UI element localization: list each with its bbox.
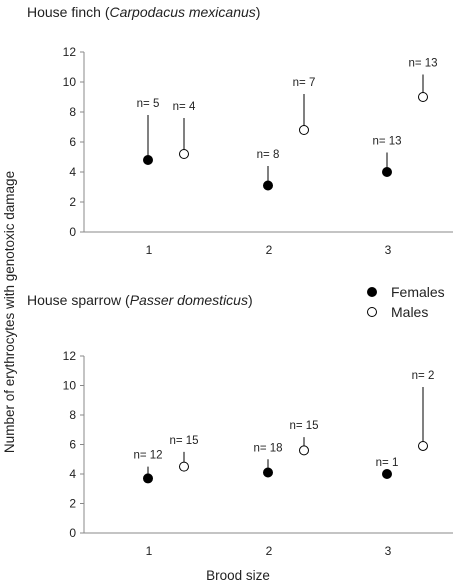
n-label: n= 5 — [137, 98, 160, 110]
y-tick-label: 12 — [63, 349, 77, 363]
point-male — [418, 440, 428, 451]
y-tick-label: 2 — [69, 497, 76, 511]
n-label: n= 7 — [293, 77, 316, 89]
n-label: n= 15 — [169, 435, 198, 447]
legend-marker-females — [367, 287, 377, 297]
title-text-end: ) — [256, 4, 261, 20]
point-male — [179, 149, 189, 159]
x-tick-label: 1 — [146, 243, 153, 257]
title-text-end: ) — [248, 292, 253, 308]
y-tick-label: 0 — [69, 526, 76, 540]
point-female — [143, 473, 153, 484]
point-male — [179, 461, 189, 472]
x-tick-label: 2 — [266, 243, 273, 257]
panel-title-house-sparrow: House sparrow (Passer domesticus) — [27, 292, 253, 308]
y-tick-label: 8 — [69, 408, 76, 422]
n-label: n= 13 — [372, 136, 401, 148]
point-male — [299, 125, 309, 135]
y-tick-label: 6 — [69, 438, 76, 452]
y-tick-label: 0 — [69, 225, 76, 239]
panel-house-finch: House finch (Carpodacus mexicanus) 0 2 4 6 8… — [27, 4, 453, 257]
n-label: n= 4 — [173, 101, 196, 113]
legend-marker-males — [367, 307, 377, 317]
y-tick-label: 6 — [69, 135, 76, 149]
y-tick-label: 12 — [63, 45, 77, 59]
x-tick-label: 1 — [146, 544, 153, 558]
point-female — [143, 155, 153, 165]
panel-house-sparrow: House sparrow (Passer domesticus) 0 2 4 6 8 1… — [27, 292, 453, 558]
point-female — [382, 469, 392, 479]
legend-label-females: Females — [391, 284, 445, 300]
point-female — [382, 167, 392, 177]
title-species-italic: Carpodacus mexicanus — [109, 4, 255, 20]
title-text: House sparrow ( — [27, 292, 130, 308]
y-tick-label: 4 — [69, 165, 76, 179]
y-axis-title: Number of erythrocytes with genotoxic da… — [2, 171, 17, 453]
y-tick-label: 10 — [63, 75, 77, 89]
n-label: n= 12 — [133, 450, 162, 462]
y-tick-label: 2 — [69, 195, 76, 209]
x-tick-label: 3 — [385, 243, 392, 257]
point-male — [418, 92, 428, 102]
n-label: n= 15 — [289, 420, 318, 432]
x-axis-title: Brood size — [206, 568, 270, 583]
y-tick-label: 4 — [69, 467, 76, 481]
point-female — [263, 467, 273, 478]
n-label: n= 13 — [408, 58, 437, 70]
legend-label-males: Males — [391, 304, 428, 320]
legend: Females Males — [367, 284, 445, 320]
y-tick-label: 8 — [69, 105, 76, 119]
point-male — [299, 445, 309, 456]
n-label: n= 2 — [412, 370, 435, 382]
n-label: n= 18 — [253, 442, 282, 454]
title-species-italic: Passer domesticus — [130, 292, 248, 308]
n-label: n= 8 — [257, 149, 280, 161]
x-tick-label: 2 — [266, 544, 273, 558]
n-label: n= 1 — [376, 457, 399, 469]
point-female — [263, 180, 273, 191]
panel-title-house-finch: House finch (Carpodacus mexicanus) — [27, 4, 260, 20]
y-tick-label: 10 — [63, 379, 77, 393]
x-tick-label: 3 — [385, 544, 392, 558]
title-text: House finch ( — [27, 4, 110, 20]
